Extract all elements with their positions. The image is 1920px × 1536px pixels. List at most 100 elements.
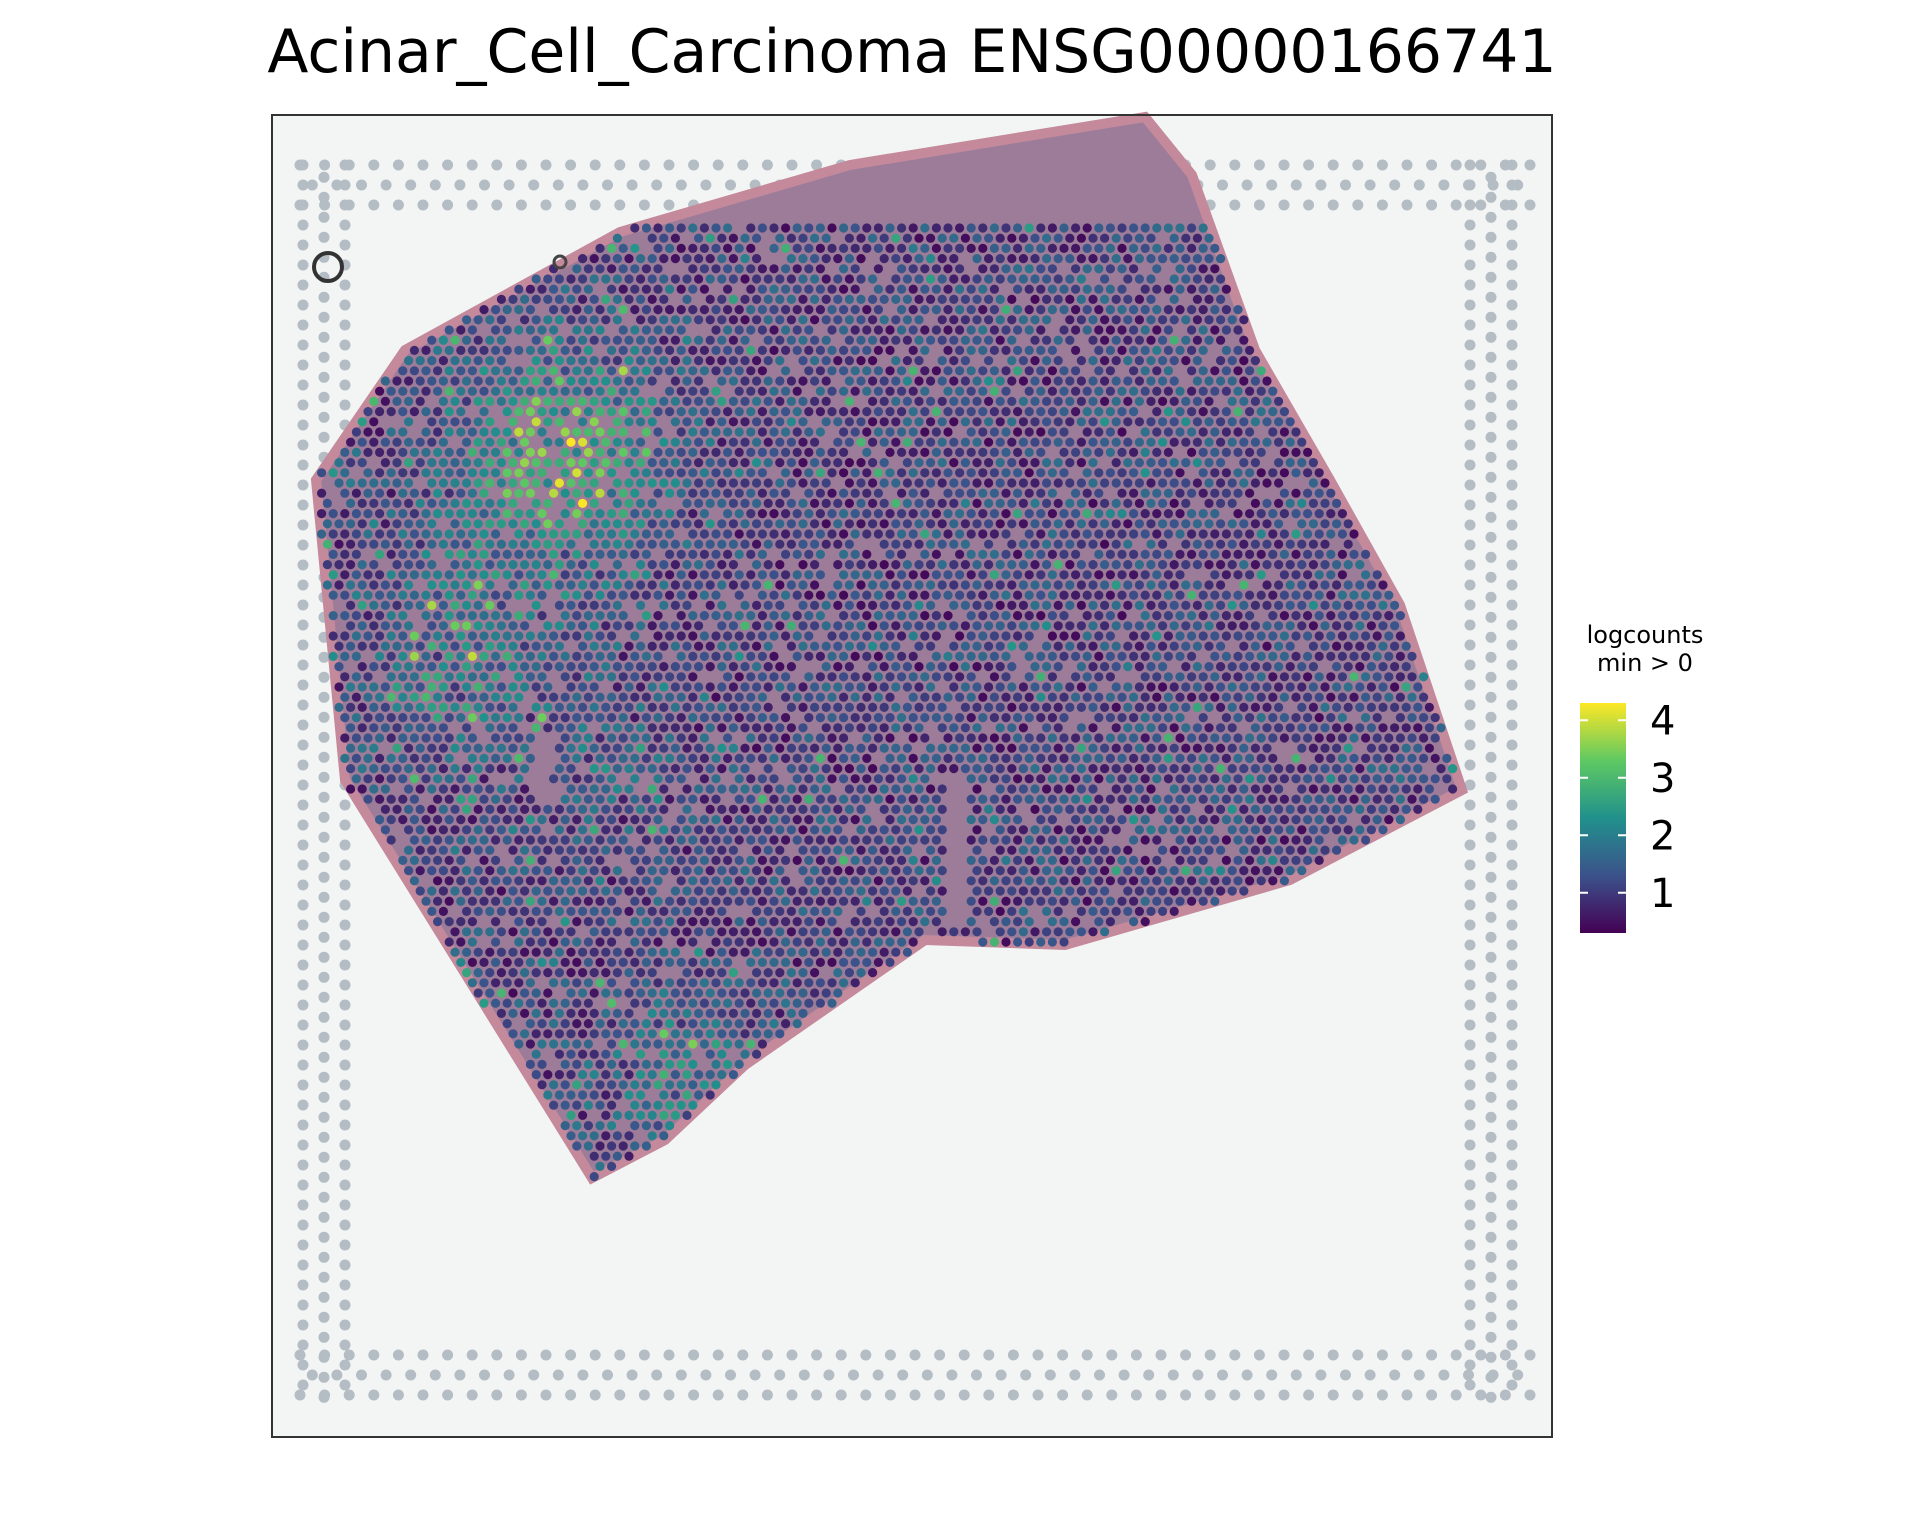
- expression-spot: [705, 682, 715, 692]
- expression-spot: [757, 305, 768, 315]
- fiducial-spot: [638, 199, 650, 211]
- expression-spot: [1187, 753, 1197, 764]
- fiducial-spot: [343, 1389, 355, 1401]
- expression-spot: [1326, 651, 1336, 662]
- expression-spot: [746, 570, 756, 580]
- expression-spot: [792, 284, 802, 294]
- expression-spot: [1332, 702, 1342, 713]
- expression-spot: [1343, 580, 1353, 590]
- expression-spot: [583, 672, 594, 682]
- expression-spot: [1192, 723, 1202, 733]
- expression-spot: [943, 243, 953, 253]
- expression-spot: [566, 682, 576, 692]
- fiducial-spot: [297, 1179, 309, 1191]
- expression-spot: [1250, 437, 1260, 447]
- expression-spot: [931, 549, 942, 560]
- expression-spot: [473, 376, 483, 386]
- expression-spot: [728, 315, 739, 325]
- expression-spot: [438, 784, 448, 794]
- expression-spot: [717, 519, 727, 529]
- expression-spot: [682, 417, 692, 427]
- expression-spot: [978, 447, 988, 457]
- expression-spot: [1088, 641, 1098, 651]
- expression-spot: [1181, 417, 1191, 427]
- expression-spot: [479, 672, 489, 682]
- expression-spot: [1018, 560, 1028, 570]
- expression-spot: [839, 508, 849, 519]
- expression-spot: [462, 498, 472, 508]
- expression-spot: [786, 641, 797, 651]
- expression-spot: [763, 437, 773, 447]
- fiducial-spot: [1464, 1279, 1476, 1291]
- expression-spot: [989, 223, 1000, 233]
- expression-spot: [1239, 621, 1249, 631]
- expression-spot: [520, 621, 530, 631]
- expression-spot: [363, 672, 373, 682]
- fiducial-spot: [1464, 379, 1476, 391]
- expression-spot: [891, 560, 901, 570]
- fiducial-spot: [297, 759, 309, 771]
- expression-spot: [943, 447, 953, 457]
- expression-spot: [943, 223, 953, 233]
- expression-spot: [908, 631, 918, 641]
- expression-spot: [392, 641, 402, 651]
- expression-spot: [1152, 651, 1162, 662]
- expression-spot: [1169, 294, 1179, 304]
- expression-spot: [1082, 570, 1092, 580]
- expression-spot: [833, 315, 843, 325]
- expression-spot: [1198, 549, 1208, 560]
- expression-spot: [380, 600, 390, 611]
- expression-spot: [1071, 264, 1081, 274]
- expression-spot: [595, 305, 605, 315]
- expression-spot: [346, 723, 356, 733]
- fiducial-spot: [1506, 459, 1518, 471]
- expression-spot: [1163, 223, 1173, 233]
- expression-spot: [775, 458, 785, 468]
- expression-spot: [862, 713, 872, 723]
- fiducial-spot: [1464, 739, 1476, 751]
- expression-spot: [1210, 284, 1220, 294]
- expression-spot: [473, 315, 483, 325]
- expression-spot: [856, 784, 866, 794]
- expression-spot: [1111, 417, 1121, 427]
- expression-spot: [717, 254, 727, 264]
- expression-spot: [438, 702, 448, 713]
- expression-spot: [415, 519, 425, 529]
- expression-spot: [670, 437, 681, 447]
- expression-spot: [1320, 764, 1330, 774]
- expression-spot: [775, 274, 785, 284]
- expression-spot: [763, 723, 773, 733]
- expression-spot: [578, 294, 588, 304]
- fiducial-spot: [318, 851, 330, 863]
- expression-spot: [827, 651, 837, 662]
- expression-spot: [1007, 396, 1017, 406]
- expression-spot: [398, 447, 408, 457]
- expression-spot: [949, 294, 959, 304]
- expression-spot: [804, 590, 814, 600]
- fiducial-spot: [1506, 619, 1518, 631]
- expression-spot: [618, 651, 628, 662]
- expression-spot: [931, 631, 942, 641]
- expression-spot: [1140, 243, 1150, 253]
- expression-spot: [862, 549, 872, 560]
- expression-spot: [665, 774, 675, 784]
- expression-spot: [839, 611, 849, 621]
- expression-spot: [647, 498, 657, 508]
- expression-spot: [1047, 590, 1057, 600]
- expression-spot: [467, 733, 477, 743]
- expression-spot: [955, 590, 965, 600]
- expression-spot: [775, 560, 785, 570]
- expression-spot: [839, 427, 849, 437]
- expression-spot: [380, 539, 390, 549]
- expression-spot: [612, 315, 623, 325]
- expression-spot: [1204, 682, 1214, 692]
- expression-spot: [636, 417, 646, 427]
- expression-spot: [578, 335, 588, 345]
- expression-spot: [467, 713, 477, 723]
- expression-spot: [1192, 784, 1202, 794]
- expression-spot: [1013, 427, 1023, 437]
- expression-spot: [885, 570, 895, 580]
- expression-spot: [1013, 447, 1023, 457]
- expression-spot: [1245, 447, 1255, 457]
- expression-spot: [1042, 274, 1052, 284]
